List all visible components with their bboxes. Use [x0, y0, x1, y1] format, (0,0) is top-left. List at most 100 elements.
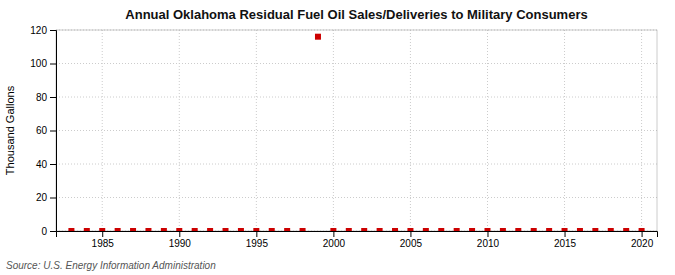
chart: 1985 1990 1995 2000 2005 2010 2015 2020 0 20 40 60 8… [0, 0, 675, 275]
x-tick: 2005 [400, 231, 423, 249]
y-tick-mark [50, 131, 56, 132]
y-tick-label: 20 [36, 192, 48, 203]
point [84, 228, 90, 231]
grid-line [56, 164, 657, 165]
grid-line [56, 63, 657, 64]
point [392, 228, 398, 231]
y-tick-mark [50, 30, 56, 31]
y-tick: 100 [30, 58, 56, 69]
points [68, 34, 644, 231]
y-axis-line [50, 31, 57, 232]
y-tick-mark [50, 198, 56, 199]
point [484, 228, 490, 231]
y-tick: 40 [36, 159, 56, 170]
x-tick-mark [333, 231, 334, 237]
point [623, 228, 629, 231]
x-tick: 1985 [92, 231, 115, 249]
y-tick-mark [50, 231, 56, 232]
point [176, 228, 182, 231]
point [161, 228, 167, 231]
y-tick-mark [50, 64, 56, 65]
plot: 1985 1990 1995 2000 2005 2010 2015 2020 0 20 40 60 8… [30, 25, 657, 249]
point [192, 228, 198, 231]
title: Annual Oklahoma Residual Fuel Oil Sales/… [125, 7, 587, 22]
point [577, 228, 583, 231]
point [346, 228, 352, 231]
point [284, 228, 290, 231]
point [361, 228, 367, 231]
y-tick-label: 40 [36, 159, 48, 170]
x-axis: 1985 1990 1995 2000 2005 2010 2015 2020 [57, 231, 658, 249]
x-tick-label: 2015 [554, 238, 577, 249]
x-tick-label: 2020 [631, 238, 654, 249]
point [592, 228, 598, 231]
point [207, 228, 213, 231]
point [515, 228, 521, 231]
point [238, 228, 244, 231]
y-axis: 0 20 40 60 80 100 120 [30, 25, 56, 237]
point [377, 228, 383, 231]
point [407, 228, 413, 231]
x-tick-mark [487, 231, 488, 237]
y-tick: 80 [36, 92, 56, 103]
x-tick: 1995 [246, 231, 269, 249]
point [315, 34, 321, 40]
point [500, 228, 506, 231]
y-tick-label: 120 [30, 25, 47, 36]
x-tick-label: 2000 [323, 238, 346, 249]
x-tick-mark [565, 231, 566, 237]
grid-line [56, 197, 657, 198]
y-tick: 0 [41, 226, 56, 237]
y-tick: 120 [30, 25, 56, 36]
x-tick-mark [179, 231, 180, 237]
x-tick: 2015 [554, 231, 577, 249]
point [469, 228, 475, 231]
y-tick-label: 80 [36, 92, 48, 103]
point [454, 228, 460, 231]
y-tick: 60 [36, 125, 56, 136]
grid-line [256, 30, 257, 231]
point [130, 228, 136, 231]
x-tick: 1990 [169, 231, 192, 249]
point [223, 228, 229, 231]
x-tick-label: 1985 [92, 238, 115, 249]
point [68, 228, 74, 231]
point [269, 228, 275, 231]
x-tick-mark [410, 231, 411, 237]
source-note: Source: U.S. Energy Information Administ… [6, 260, 216, 271]
grid-line [56, 130, 657, 131]
point [145, 228, 151, 231]
x-tick: 2010 [477, 231, 500, 249]
x-tick: 2020 [631, 231, 654, 249]
point [562, 228, 568, 231]
x-tick-label: 2010 [477, 238, 500, 249]
point [639, 228, 645, 231]
grid-line [56, 97, 657, 98]
x-axis-line [57, 232, 658, 238]
grid-line [333, 30, 334, 231]
grid-line [487, 30, 488, 231]
point [99, 228, 105, 231]
x-tick-label: 1995 [246, 238, 269, 249]
point [423, 228, 429, 231]
x-tick: 2000 [323, 231, 346, 249]
y-tick-label: 60 [36, 125, 48, 136]
x-tick-mark [256, 231, 257, 237]
x-tick-mark [102, 231, 103, 237]
grid [56, 30, 657, 231]
y-tick-mark [50, 164, 56, 165]
point [608, 228, 614, 231]
x-tick-mark [642, 231, 643, 237]
point [253, 228, 259, 231]
y-tick-mark [50, 97, 56, 98]
plot-frame [56, 30, 657, 231]
y-axis-label: Thousand Gallons [4, 85, 16, 175]
x-tick-label: 2005 [400, 238, 423, 249]
y-tick-label: 100 [30, 58, 47, 69]
point [438, 228, 444, 231]
x-tick-label: 1990 [169, 238, 192, 249]
y-tick: 20 [36, 192, 56, 203]
point [330, 228, 336, 231]
point [115, 228, 121, 231]
grid-line [564, 30, 565, 231]
